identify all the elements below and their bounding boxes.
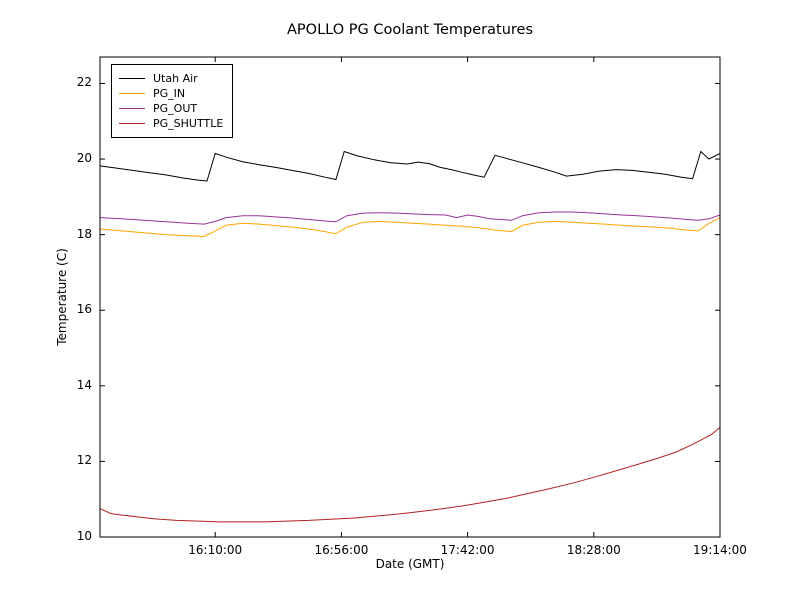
x-tick-label: 16:10:00 xyxy=(188,543,243,557)
legend-line-sample xyxy=(119,78,145,79)
legend-label: PG_SHUTTLE xyxy=(153,117,224,130)
legend-item-pg-shuttle: PG_SHUTTLE xyxy=(119,117,223,130)
legend-item-pg-out: PG_OUT xyxy=(119,102,223,115)
x-axis-label: Date (GMT) xyxy=(375,557,445,571)
y-tick-label: 18 xyxy=(76,226,92,241)
y-tick-label: 10 xyxy=(76,529,92,543)
x-tick-label: 16:56:00 xyxy=(314,543,369,557)
legend: Utah Air PG_IN PG_OUT PG_SHUTTLE xyxy=(111,64,234,138)
legend-item-utah-air: Utah Air xyxy=(119,72,223,85)
legend-line-sample xyxy=(119,93,145,94)
y-axis-label: Temperature (C) xyxy=(55,248,69,346)
legend-label: PG_IN xyxy=(153,87,186,100)
y-tick-label: 14 xyxy=(76,377,92,392)
legend-line-sample xyxy=(119,123,145,124)
y-tick-label: 20 xyxy=(76,151,92,166)
x-tick-label: 17:42:00 xyxy=(440,543,495,557)
x-tick-label: 19:14:00 xyxy=(693,543,747,557)
legend-line-sample xyxy=(119,108,145,109)
x-tick-label: 18:28:00 xyxy=(566,543,621,557)
y-tick-label: 22 xyxy=(76,75,92,90)
y-tick-label: 16 xyxy=(76,302,92,317)
chart-title: APOLLO PG Coolant Temperatures xyxy=(287,22,533,38)
legend-label: Utah Air xyxy=(153,72,198,85)
y-tick-label: 12 xyxy=(76,453,92,468)
legend-label: PG_OUT xyxy=(153,102,198,115)
legend-item-pg-in: PG_IN xyxy=(119,87,223,100)
